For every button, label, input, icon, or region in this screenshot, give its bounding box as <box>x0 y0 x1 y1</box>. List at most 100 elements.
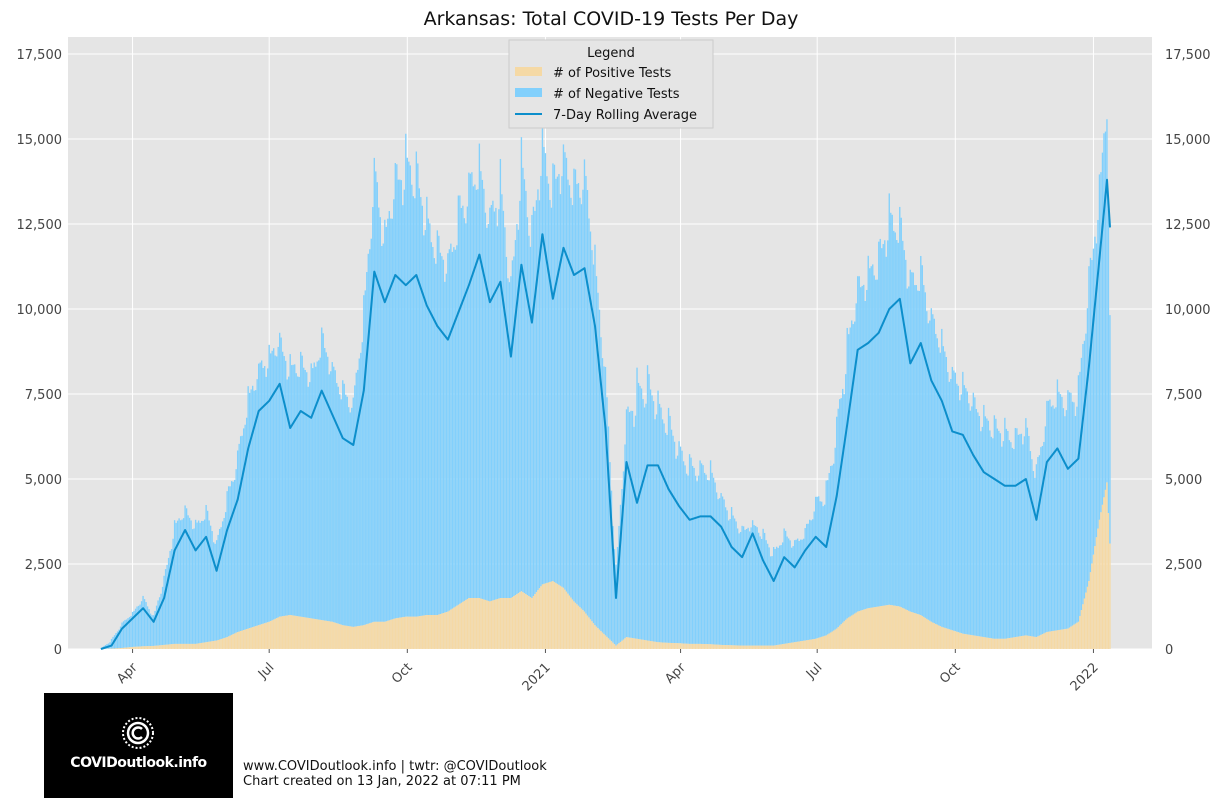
negative-bar <box>280 337 282 617</box>
negative-bar <box>369 249 371 624</box>
negative-bar <box>1107 209 1110 513</box>
positive-bar <box>872 607 874 649</box>
positive-bar <box>176 643 179 649</box>
negative-bar <box>535 200 538 593</box>
positive-bar <box>125 647 128 649</box>
positive-bar <box>523 593 526 649</box>
positive-bar <box>1019 636 1021 649</box>
positive-bar <box>379 621 381 649</box>
positive-bar <box>495 599 497 649</box>
negative-bar <box>938 347 940 626</box>
positive-bar <box>567 593 569 649</box>
positive-bar <box>1067 628 1069 649</box>
negative-bar <box>819 501 821 638</box>
positive-bar <box>270 621 272 649</box>
positive-bar <box>178 643 180 649</box>
negative-bar <box>466 206 469 599</box>
negative-bar <box>822 506 824 637</box>
positive-bar <box>1023 635 1026 649</box>
negative-bar <box>1094 236 1096 547</box>
negative-bar <box>339 394 341 625</box>
positive-bar <box>939 626 941 649</box>
y-tick-label-right: 2,500 <box>1165 558 1202 573</box>
positive-bar <box>831 631 833 649</box>
positive-bar <box>750 645 752 649</box>
positive-bar <box>346 625 348 649</box>
positive-bar <box>167 644 170 649</box>
positive-bar <box>1040 634 1042 649</box>
positive-bar <box>573 601 575 649</box>
positive-bar <box>381 621 383 649</box>
negative-bar <box>1095 243 1098 538</box>
negative-bar <box>538 200 541 589</box>
negative-bar <box>827 480 829 635</box>
positive-bar <box>615 645 617 649</box>
negative-bar <box>872 264 874 608</box>
negative-bar <box>648 374 650 641</box>
positive-bar <box>1098 519 1101 649</box>
positive-bar <box>960 633 962 649</box>
positive-bar <box>537 590 539 649</box>
positive-bar <box>501 598 503 649</box>
negative-bar <box>163 575 165 645</box>
negative-bar <box>1088 266 1090 581</box>
positive-bar <box>1065 628 1068 649</box>
negative-bar <box>645 403 647 641</box>
positive-bar <box>253 626 255 649</box>
positive-bar <box>843 621 845 649</box>
negative-bar <box>924 292 926 618</box>
negative-bar <box>840 398 842 625</box>
positive-bar <box>769 645 772 649</box>
positive-bar <box>134 646 137 649</box>
negative-bar <box>1079 371 1081 616</box>
positive-bar <box>139 646 141 649</box>
negative-bar <box>732 515 734 646</box>
positive-bar <box>1052 631 1054 649</box>
positive-bar <box>490 600 493 649</box>
negative-bar <box>721 496 724 645</box>
negative-bar <box>169 550 171 645</box>
positive-bar <box>741 645 743 649</box>
y-tick-label-right: 0 <box>1165 643 1173 658</box>
negative-bar <box>861 285 863 611</box>
positive-bar <box>714 644 716 649</box>
positive-bar <box>947 628 949 649</box>
negative-bar <box>298 376 300 617</box>
positive-bar <box>956 631 958 649</box>
negative-bar <box>714 482 716 645</box>
negative-bar <box>295 373 297 616</box>
positive-bar <box>908 610 910 649</box>
negative-bar <box>715 492 718 645</box>
positive-bar <box>318 619 320 649</box>
positive-bar <box>688 643 691 649</box>
negative-bar <box>585 175 587 614</box>
positive-bar <box>795 641 797 649</box>
negative-bar <box>831 465 833 632</box>
negative-bar <box>438 235 440 615</box>
negative-bar <box>893 230 895 606</box>
positive-bar <box>744 645 746 649</box>
positive-bar <box>885 605 887 649</box>
negative-bar <box>193 528 195 644</box>
positive-bar <box>235 632 237 649</box>
positive-bar <box>834 629 836 649</box>
positive-bar <box>519 592 521 649</box>
negative-bar <box>708 480 710 645</box>
negative-bar <box>333 366 335 623</box>
positive-bar <box>121 647 123 649</box>
negative-bar <box>379 217 381 622</box>
negative-bar <box>514 240 517 596</box>
positive-bar <box>229 635 231 649</box>
positive-bar <box>185 643 188 649</box>
positive-bar <box>774 645 776 649</box>
negative-bar <box>900 217 902 608</box>
positive-bar <box>945 628 947 649</box>
positive-bar <box>1050 631 1053 649</box>
negative-bar <box>403 189 405 617</box>
positive-bar <box>793 642 796 649</box>
positive-bar <box>724 645 727 649</box>
negative-bar <box>890 212 892 606</box>
negative-bar <box>915 285 917 614</box>
positive-bar <box>905 609 907 649</box>
positive-bar <box>241 630 243 649</box>
